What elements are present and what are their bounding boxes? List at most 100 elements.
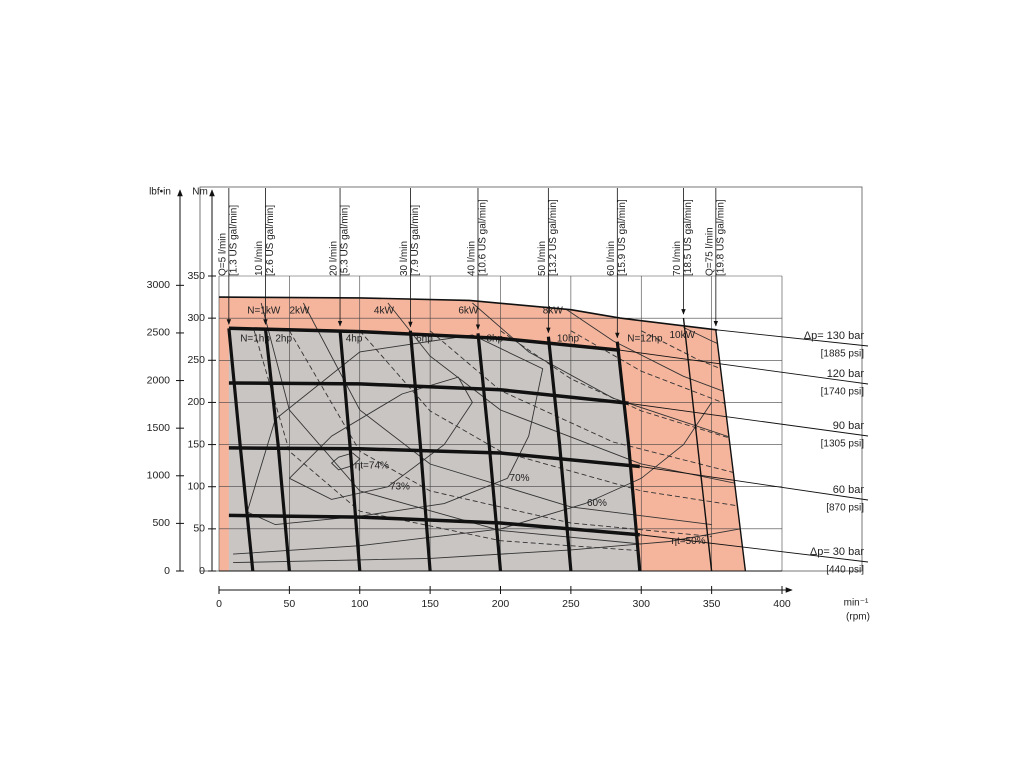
flow-label: 50 l/min [537, 241, 548, 276]
power-label: 8kW [543, 306, 564, 317]
y2-tick-label: 500 [152, 517, 170, 529]
y2-tick-label: 0 [164, 565, 170, 577]
x-tick-label: 350 [703, 598, 721, 610]
flow-line [408, 330, 432, 572]
flow-line [338, 329, 362, 572]
flow-note: [13.2 US gal/min] [548, 199, 559, 276]
efficiency-contour [289, 376, 473, 500]
y2-tick-label: 1000 [147, 470, 171, 482]
flow-note: [1.3 US gal/min] [228, 205, 239, 276]
pressure-line [228, 381, 629, 406]
efficiency-contour [233, 402, 712, 555]
flow-label: 60 l/min [606, 241, 617, 276]
x-axis-label-2: (rpm) [846, 612, 870, 623]
flow-note: [15.9 US gal/min] [617, 199, 628, 276]
pressure-leader [628, 402, 869, 437]
power-curve [303, 302, 712, 526]
x-axis-label: min⁻¹ [844, 598, 869, 609]
flow-line [615, 341, 642, 572]
flow-label: Q=5 l/min [217, 233, 228, 276]
power-curve [387, 302, 740, 485]
efficiency-label: ηt=74% [355, 460, 389, 471]
x-tick-label: 100 [351, 598, 369, 610]
x-tick-label: 0 [216, 598, 222, 610]
flow-note: [10.6 US gal/min] [478, 199, 489, 276]
y-tick-label: 150 [187, 438, 205, 450]
y-axis-label: Nm [192, 187, 208, 198]
flow-line [476, 333, 503, 572]
x-tick-label: 400 [773, 598, 791, 610]
power-curve [500, 330, 740, 442]
power-label: 6hp [416, 333, 433, 344]
flow-label: 30 l/min [399, 241, 410, 276]
pressure-note: [1740 psi] [821, 387, 865, 398]
efficiency-label: 60% [587, 498, 607, 509]
y2-tick-label: 2000 [147, 374, 171, 386]
power-label: 2kW [289, 306, 310, 317]
flow-note: [19.8 US gal/min] [715, 199, 726, 276]
flow-line [715, 329, 747, 572]
power-label: N=1kW [247, 306, 281, 317]
pressure-leader [717, 329, 869, 347]
y-tick-label: 250 [187, 354, 205, 366]
power-curve [253, 330, 642, 552]
flow-label: Q=75 l/min [704, 227, 715, 276]
power-label: 6kW [458, 306, 479, 317]
efficiency-label: ηt=50% [671, 536, 705, 547]
flow-line [227, 328, 255, 572]
y-tick-label: 50 [193, 523, 205, 535]
y2-tick-label: 1500 [147, 422, 171, 434]
pressure-leader [639, 534, 869, 563]
pressure-note: [1885 psi] [821, 349, 865, 360]
power-curve [472, 302, 740, 441]
power-label: 4kW [374, 306, 395, 317]
pressure-label: Δp= 30 bar [810, 546, 864, 558]
flow-note: [18.5 US gal/min] [683, 199, 694, 276]
flow-line [682, 318, 713, 572]
pressure-label: Δp= 130 bar [804, 330, 865, 342]
efficiency-label: 70% [510, 473, 530, 484]
flow-line [263, 328, 291, 572]
pressure-label: 60 bar [833, 484, 865, 496]
pressure-leader [620, 349, 869, 385]
power-label: 4hp [346, 333, 363, 344]
pressure-note: [1305 psi] [821, 439, 865, 450]
power-curve [289, 330, 712, 537]
power-label: 10hp [557, 333, 580, 344]
flow-note: [2.6 US gal/min] [265, 205, 276, 276]
y2-tick-label: 3000 [147, 279, 171, 291]
power-label: N=12hp [627, 333, 663, 344]
pressure-line [228, 513, 640, 537]
pressure-leader [639, 466, 869, 501]
efficiency-contour [233, 528, 740, 564]
flow-label: 40 l/min [467, 241, 478, 276]
y-tick-label: 200 [187, 396, 205, 408]
flow-label: 20 l/min [329, 241, 340, 276]
pressure-note: [440 psi] [826, 565, 864, 576]
power-label: 10kW [669, 330, 695, 341]
x-tick-label: 200 [492, 598, 510, 610]
flow-note: [7.9 US gal/min] [410, 205, 421, 276]
y-tick-label: 100 [187, 480, 205, 492]
pressure-line [228, 326, 621, 352]
pressure-note: [870 psi] [826, 503, 864, 514]
y2-axis-label: lbf•in [149, 187, 171, 198]
efficiency-contour [246, 334, 544, 526]
pressure-line [228, 446, 640, 469]
power-curve [556, 302, 740, 398]
flow-note: [5.3 US gal/min] [340, 205, 351, 276]
power-label: N=1hp [240, 333, 270, 344]
x-tick-label: 50 [284, 598, 296, 610]
x-tick-label: 250 [562, 598, 580, 610]
pressure-label: 90 bar [833, 420, 865, 432]
flow-label: 70 l/min [672, 241, 683, 276]
pressure-label: 120 bar [827, 368, 865, 380]
y-tick-label: 300 [187, 312, 205, 324]
power-curve [570, 330, 740, 410]
y-tick-label: 350 [187, 270, 205, 282]
power-label: 2hp [275, 333, 292, 344]
efficiency-label: 73% [390, 481, 410, 492]
x-tick-label: 300 [632, 598, 650, 610]
y2-tick-label: 2500 [147, 327, 171, 339]
